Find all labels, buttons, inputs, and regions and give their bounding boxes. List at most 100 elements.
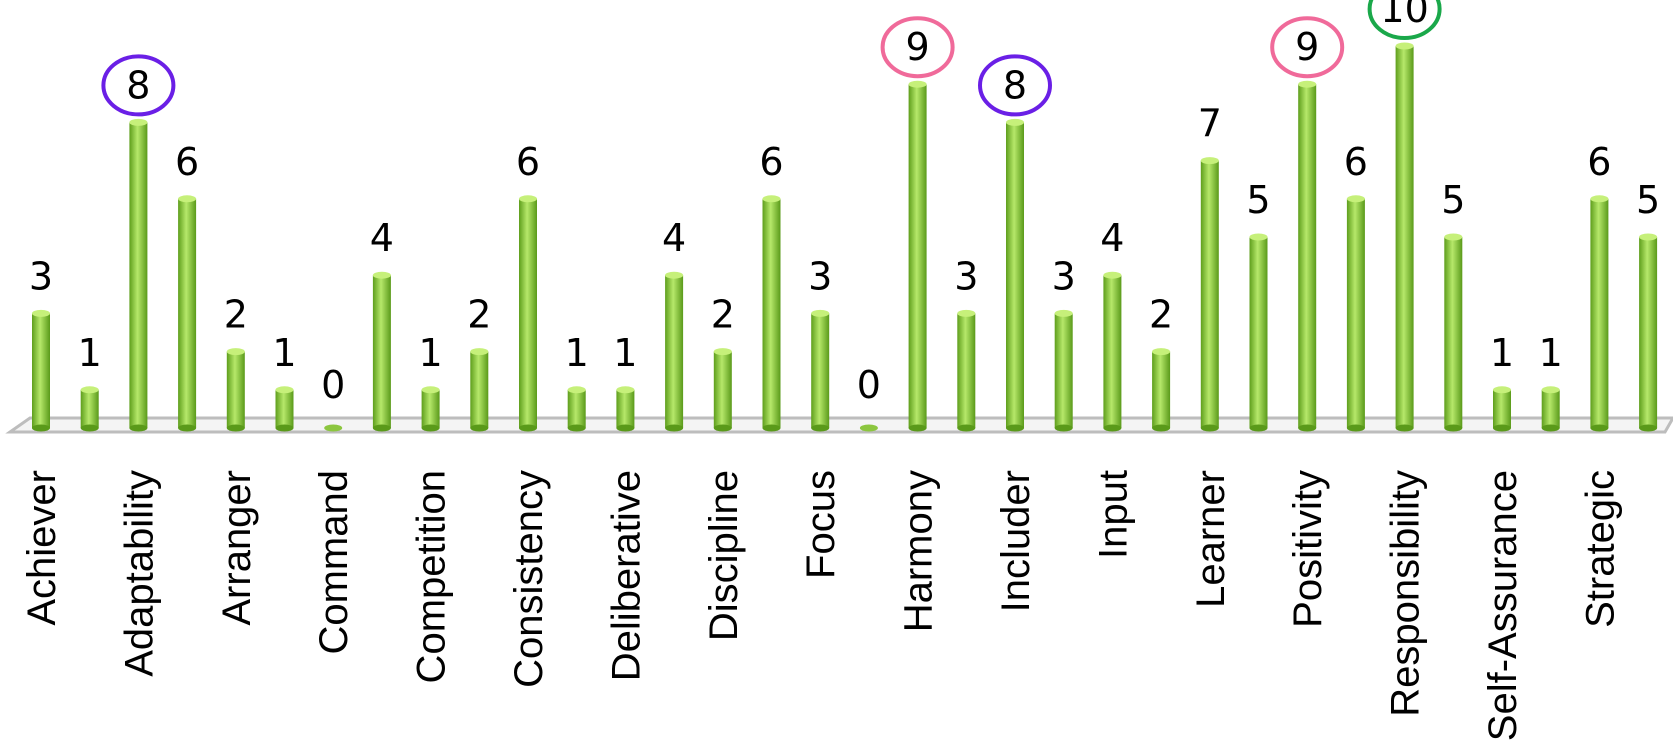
bar-achiever [32,309,50,432]
bar-top [226,348,245,356]
bar-base [1346,424,1365,432]
bar-top [1298,80,1317,88]
value-label-adaptability: 8 [126,63,150,107]
bar-base [32,424,50,432]
bar-body [1541,389,1560,428]
bar-base [908,424,927,432]
category-label-competition: Competition [410,470,454,683]
bar-futuristic [859,424,878,432]
bar-top [421,386,440,394]
value-label-individualization: 3 [1052,254,1076,298]
bar-body [1298,84,1317,428]
bar-base [1103,424,1122,432]
bar-activator [80,386,99,432]
bar-body [178,198,197,428]
bar-body [1006,122,1024,429]
bar-body [1103,275,1122,428]
bar-body [80,389,99,428]
bar-base [178,424,197,432]
bar-top [1200,157,1219,165]
bar-body [1444,237,1463,428]
value-label-restorative: 5 [1441,178,1465,222]
bar-top [1249,233,1268,241]
bar-base [1054,424,1073,432]
value-label-strategic: 6 [1587,140,1611,184]
bar-restorative [1444,233,1463,432]
value-label-responsibility: 10 [1380,0,1428,31]
bar-top [908,80,927,88]
bar-individualization [1054,309,1073,432]
value-label-communication: 4 [370,216,394,260]
bar-belief [275,386,294,432]
bar-body [1152,351,1171,428]
bar-base [519,424,537,432]
bar-significance [1541,386,1560,432]
bar-top [1103,271,1122,279]
bar-base [1639,424,1658,432]
bar-top [32,309,50,317]
bar-base [1541,424,1560,432]
bar-top [1639,233,1658,241]
value-label-self-assurance: 1 [1490,331,1514,375]
bar-top [1590,195,1609,203]
bar-empathy [762,195,781,432]
category-label-strategic: Strategic [1578,470,1622,628]
bar-base [275,424,294,432]
bar-base [1152,424,1171,432]
bar-top [80,386,99,394]
bar-command [324,424,343,432]
bar-body [957,313,976,428]
bar-top [519,195,537,203]
bar-base [1006,424,1024,432]
bar-body [1493,389,1511,428]
bar-body [226,351,245,428]
bar-positivity [1298,80,1317,432]
bar-body [1590,198,1609,428]
value-label-activator: 1 [78,331,102,375]
bar-top [470,348,489,356]
bar-body [519,198,537,428]
bar-woo [1639,233,1658,432]
bar-communication [372,271,391,432]
bar-base [665,424,684,432]
bar-base [372,424,391,432]
category-label-input: Input [1091,470,1135,559]
bar-top [1541,386,1560,394]
bar-harmony [908,80,927,432]
value-label-belief: 1 [272,331,296,375]
bar-body [1639,237,1658,428]
bar-body [1249,237,1268,428]
bar-body [421,389,440,428]
bar-body [470,351,489,428]
bar-input [1103,271,1122,432]
bar-base [1298,424,1317,432]
bar-developer [665,271,684,432]
bar-top [275,386,294,394]
bar-connectedness [470,348,489,432]
highlight-circle-harmony [880,16,955,79]
value-label-discipline: 2 [711,293,735,337]
bar-maximizer [1249,233,1268,432]
category-label-learner: Learner [1189,470,1233,608]
value-label-intellection: 2 [1149,293,1173,337]
bar-base [567,424,586,432]
category-label-consistency: Consistency [507,470,551,688]
category-label-discipline: Discipline [702,470,746,641]
value-label-positivity: 9 [1295,25,1319,69]
bar-strategic [1590,195,1609,432]
value-label-consistency: 6 [516,140,540,184]
value-label-maximizer: 5 [1246,178,1270,222]
value-label-arranger: 2 [224,293,248,337]
value-label-command: 0 [321,363,345,407]
bar-analytical [178,195,197,432]
chart-floor [5,416,1673,434]
bar-context [567,386,586,432]
value-label-harmony: 9 [906,25,930,69]
bar-body [762,198,781,428]
value-label-significance: 1 [1539,331,1563,375]
category-label-harmony: Harmony [897,470,941,632]
bar-body [32,313,50,428]
value-label-includer: 8 [1003,63,1027,107]
bar-intellection [1152,348,1171,432]
